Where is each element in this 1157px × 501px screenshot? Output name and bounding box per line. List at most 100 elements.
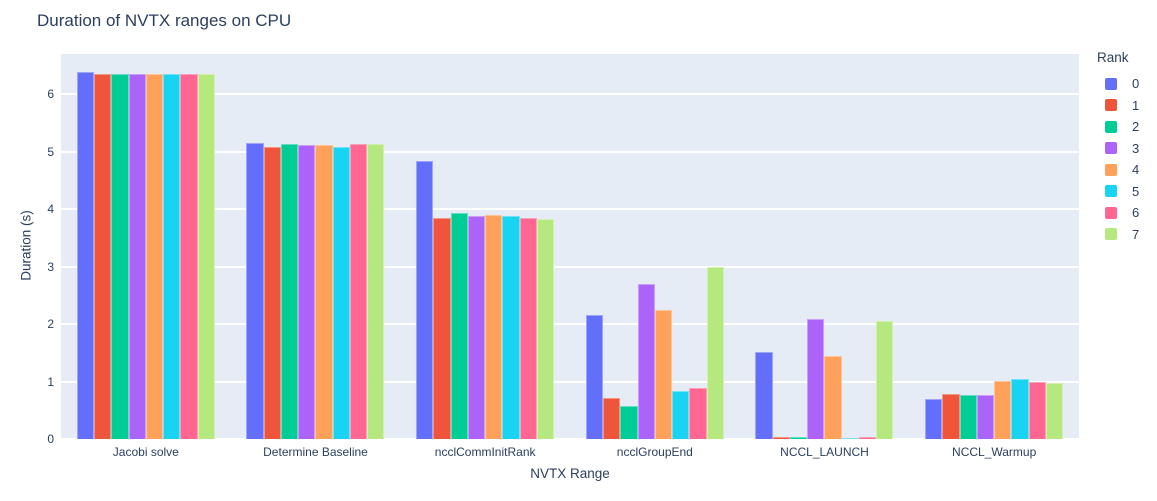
y-axis-title: Duration (s) [18, 210, 34, 281]
bar-rank-2-nccl_warmup[interactable] [959, 395, 977, 439]
bar-rank-7-ncclgroupend[interactable] [706, 267, 724, 439]
bar-rank-2-determine-baseline[interactable] [280, 144, 299, 439]
bar-rank-0-jacobi-solve[interactable] [76, 72, 95, 439]
legend-item-rank-1[interactable]: 1 [1097, 95, 1139, 117]
bar-rank-5-jacobi-solve[interactable] [163, 73, 181, 439]
bar-group-jacobi-solve [61, 54, 231, 439]
bar-rank-0-determine-baseline[interactable] [246, 143, 264, 439]
bar-rank-5-nccl_launch[interactable] [841, 437, 859, 439]
legend-item-rank-7[interactable]: 7 [1097, 224, 1139, 246]
bar-rank-7-nccl_launch[interactable] [876, 321, 894, 439]
gridline-y1 [61, 380, 1079, 383]
legend-swatch-rank-7 [1105, 228, 1117, 241]
bar-group-nccl_warmup [909, 54, 1079, 439]
legend-item-rank-5[interactable]: 5 [1097, 181, 1139, 203]
bar-rank-6-ncclgroupend[interactable] [689, 388, 707, 439]
y-tick-label-2: 2 [47, 317, 54, 332]
x-tick-label-nccl_warmup: NCCL_Warmup [952, 445, 1037, 459]
y-tick-label-3: 3 [47, 259, 54, 274]
y-tick-label-4: 4 [47, 202, 54, 217]
y-tick-label-0: 0 [47, 432, 54, 446]
bar-rank-0-nccl_launch[interactable] [755, 352, 773, 439]
bar-rank-5-determine-baseline[interactable] [332, 147, 350, 439]
bar-rank-3-ncclcomminitrank[interactable] [467, 216, 486, 439]
bar-rank-4-nccl_launch[interactable] [824, 355, 842, 439]
bar-rank-3-jacobi-solve[interactable] [128, 73, 146, 439]
bar-rank-3-nccl_warmup[interactable] [976, 395, 995, 439]
bar-rank-7-ncclcomminitrank[interactable] [536, 218, 555, 439]
bar-group-ncclcomminitrank [400, 54, 570, 439]
bar-rank-6-determine-baseline[interactable] [349, 144, 368, 439]
y-tick-label-5: 5 [47, 144, 54, 159]
bar-rank-1-ncclgroupend[interactable] [603, 398, 621, 439]
legend-swatch-rank-4 [1105, 163, 1117, 176]
legend-swatch-rank-3 [1105, 142, 1117, 155]
gridline-y2 [61, 323, 1079, 326]
legend: Rank 0 1 2 3 4 5 6 7 [1097, 50, 1139, 245]
bar-rank-6-nccl_warmup[interactable] [1028, 382, 1046, 439]
bar-rank-0-ncclcomminitrank[interactable] [416, 160, 434, 439]
bar-rank-2-ncclcomminitrank[interactable] [450, 213, 468, 439]
chart-title: Duration of NVTX ranges on CPU [37, 11, 292, 30]
x-tick-label-ncclgroupend: ncclGroupEnd [616, 445, 693, 459]
legend-swatch-rank-5 [1105, 185, 1117, 198]
bar-rank-7-nccl_warmup[interactable] [1045, 382, 1064, 439]
bar-rank-2-ncclgroupend[interactable] [620, 406, 638, 439]
legend-title: Rank [1097, 50, 1129, 65]
bar-rank-5-nccl_warmup[interactable] [1011, 379, 1029, 439]
bar-rank-6-jacobi-solve[interactable] [180, 73, 198, 439]
bar-group-ncclgroupend [570, 54, 740, 439]
legend-item-rank-0[interactable]: 0 [1097, 73, 1139, 95]
bar-rank-3-determine-baseline[interactable] [298, 145, 316, 439]
bar-rank-6-ncclcomminitrank[interactable] [519, 217, 537, 439]
bar-rank-3-nccl_launch[interactable] [807, 319, 825, 439]
bar-rank-2-jacobi-solve[interactable] [111, 73, 129, 439]
x-tick-label-nccl_launch: NCCL_LAUNCH [780, 445, 869, 459]
bar-rank-6-nccl_launch[interactable] [858, 437, 877, 439]
x-tick-label-jacobi-solve: Jacobi solve [112, 445, 179, 459]
bar-rank-4-nccl_warmup[interactable] [994, 380, 1012, 439]
bar-rank-1-jacobi-solve[interactable] [94, 73, 112, 439]
bar-rank-5-ncclgroupend[interactable] [672, 391, 690, 439]
bar-rank-4-ncclcomminitrank[interactable] [485, 215, 503, 439]
gridline-y5 [61, 150, 1079, 153]
plot-area[interactable] [61, 54, 1079, 440]
legend-label-rank-7: 7 [1132, 226, 1140, 242]
bar-rank-1-ncclcomminitrank[interactable] [433, 217, 451, 439]
bar-rank-4-ncclgroupend[interactable] [654, 309, 673, 439]
legend-item-rank-4[interactable]: 4 [1097, 159, 1139, 181]
legend-swatch-rank-0 [1105, 77, 1117, 90]
bar-rank-1-determine-baseline[interactable] [263, 147, 281, 439]
legend-label-rank-0: 0 [1132, 76, 1140, 92]
bar-rank-0-nccl_warmup[interactable] [925, 398, 943, 439]
legend-item-rank-3[interactable]: 3 [1097, 138, 1139, 160]
legend-label-rank-4: 4 [1132, 162, 1140, 178]
x-axis-title: NVTX Range [530, 466, 610, 481]
bar-group-nccl_launch [740, 54, 910, 439]
bar-rank-3-ncclgroupend[interactable] [637, 284, 655, 439]
bar-rank-5-ncclcomminitrank[interactable] [502, 216, 520, 439]
bar-rank-7-jacobi-solve[interactable] [197, 73, 215, 439]
legend-label-rank-3: 3 [1132, 140, 1140, 156]
legend-swatch-rank-1 [1105, 99, 1117, 112]
bar-rank-1-nccl_warmup[interactable] [942, 394, 960, 439]
gridline-y3 [61, 265, 1079, 268]
x-tick-label-ncclcomminitrank: ncclCommInitRank [434, 445, 536, 459]
bar-rank-0-ncclgroupend[interactable] [585, 315, 604, 439]
legend-label-rank-6: 6 [1132, 205, 1140, 221]
legend-label-rank-1: 1 [1132, 97, 1140, 113]
bar-group-determine-baseline [231, 54, 401, 439]
bar-rank-4-jacobi-solve[interactable] [145, 73, 164, 439]
legend-swatch-rank-6 [1105, 206, 1117, 219]
gridline-y6 [61, 93, 1079, 96]
legend-item-rank-2[interactable]: 2 [1097, 116, 1139, 138]
bar-rank-1-nccl_launch[interactable] [772, 437, 790, 439]
bar-rank-2-nccl_launch[interactable] [789, 437, 808, 439]
legend-swatch-rank-2 [1105, 120, 1117, 133]
bar-rank-7-determine-baseline[interactable] [367, 144, 385, 439]
bar-rank-4-determine-baseline[interactable] [315, 145, 333, 439]
y-tick-label-6: 6 [47, 87, 54, 102]
legend-label-rank-2: 2 [1132, 119, 1140, 135]
legend-item-rank-6[interactable]: 6 [1097, 202, 1139, 224]
